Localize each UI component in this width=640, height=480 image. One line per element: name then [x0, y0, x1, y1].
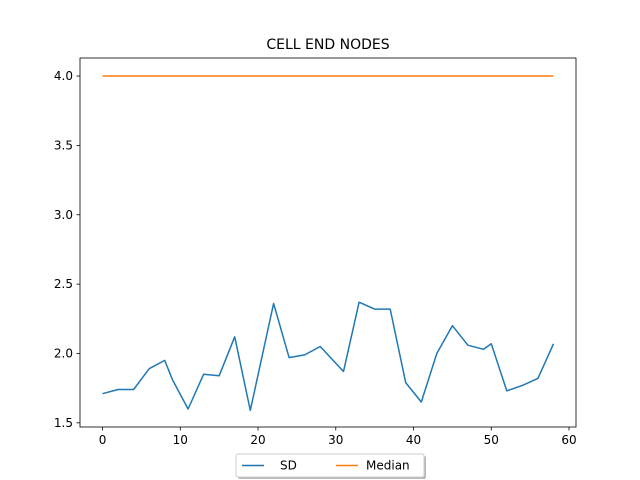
plot-area: [79, 57, 577, 428]
y-tick-label: 2.5: [54, 277, 73, 291]
x-tick-label: 40: [406, 433, 421, 447]
legend-label-median: Median: [366, 459, 410, 473]
y-tick-label: 3.5: [54, 138, 73, 152]
x-tick-label: 50: [484, 433, 499, 447]
y-tick-label: 1.5: [54, 416, 73, 430]
x-tick-label: 60: [561, 433, 576, 447]
y-tick-label: 4.0: [54, 69, 73, 83]
plot-frame: [79, 57, 577, 428]
x-tick-label: 0: [99, 433, 107, 447]
chart-title: CELL END NODES: [266, 37, 389, 53]
legend-label-sd: SD: [280, 459, 297, 473]
legend: SD Median: [235, 453, 426, 479]
y-tick-label: 2.0: [54, 346, 73, 360]
series-line-sd: [102, 301, 555, 412]
x-tick-label: 30: [328, 433, 343, 447]
x-axis: 0 10 20 30 40 50 60: [99, 427, 577, 447]
series-layer: [102, 75, 555, 412]
y-tick-label: 3.0: [54, 208, 73, 222]
y-axis: 1.5 2.0 2.5 3.0 3.5 4.0: [54, 69, 80, 430]
legend-box: [235, 453, 425, 478]
x-tick-label: 10: [173, 433, 188, 447]
x-tick-label: 20: [250, 433, 265, 447]
